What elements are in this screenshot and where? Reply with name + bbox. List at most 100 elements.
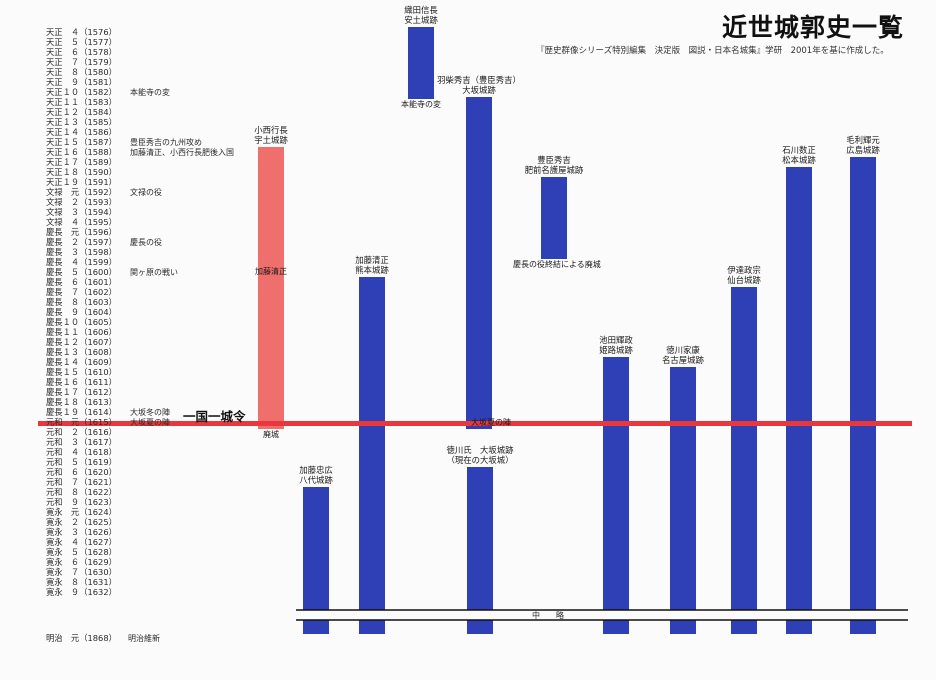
era-year-label: 慶長 ６（1601） — [46, 277, 117, 287]
castle-bar[interactable] — [731, 287, 757, 634]
era-year-label: 天正１３（1585） — [46, 117, 117, 127]
castle-bar[interactable] — [408, 27, 434, 99]
era-year-label: 慶長１７（1612） — [46, 387, 117, 397]
era-year-label: 天正１５（1587） — [46, 137, 117, 147]
era-year-label: 天正 ９（1581） — [46, 77, 117, 87]
bar-label-owner: 豊臣秀吉 — [537, 155, 571, 165]
break-label: 中 略 — [532, 610, 564, 620]
bar-label-castle: 仙台城跡 — [727, 275, 761, 285]
event-label: 文禄の役 — [130, 187, 162, 197]
event-label: 大坂冬の陣 — [130, 407, 170, 417]
bar-label-owner: 羽柴秀吉（豊臣秀吉） — [437, 75, 521, 85]
event-label: 加藤清正、小西行長肥後入国 — [130, 147, 234, 157]
castle-bar[interactable] — [467, 467, 493, 634]
bar-label-owner: 徳川家康 — [666, 345, 700, 355]
era-year-label: 元和 ９（1623） — [46, 497, 117, 507]
era-year-label: 天正１９（1591） — [46, 177, 117, 187]
event-label: 明治維新 — [128, 633, 160, 643]
era-year-label: 慶長 ４（1599） — [46, 257, 117, 267]
era-year-label: 慶長１０（1605） — [46, 317, 117, 327]
bar-label-castle: 宇土城跡 — [254, 135, 288, 145]
era-year-label: 天正 ７（1579） — [46, 57, 117, 67]
bar-label-owner: 小西行長 — [254, 125, 288, 135]
castle-bar[interactable] — [359, 277, 385, 634]
castle-bar[interactable] — [670, 367, 696, 634]
bar-label-owner: 加藤忠広 — [299, 465, 333, 475]
bar-end-note: 慶長の役終結による廃城 — [513, 259, 601, 269]
page-title: 近世城郭史一覧 — [722, 13, 905, 42]
edict-line — [38, 421, 912, 426]
era-year-label: 天正１０（1582） — [46, 87, 117, 97]
era-year-label: 天正１１（1583） — [46, 97, 117, 107]
era-year-label: 天正 ８（1580） — [46, 67, 117, 77]
bar-label-castle: 広島城跡 — [846, 145, 880, 155]
bar-label-castle: 熊本城跡 — [355, 265, 389, 275]
bar-label-owner: 池田輝政 — [599, 335, 633, 345]
castle-bar[interactable] — [258, 147, 284, 429]
bar-label-castle: 安土城跡 — [404, 15, 438, 25]
era-year-label: 寛永 ７（1630） — [46, 567, 117, 577]
era-year-label: 慶長１６（1611） — [46, 377, 117, 387]
era-year-label: 慶長１２（1607） — [46, 337, 117, 347]
bar-label-castle: 八代城跡 — [299, 475, 333, 485]
era-year-label: 慶長 元（1596） — [46, 227, 117, 237]
bar-label-owner: 毛利輝元 — [846, 135, 880, 145]
era-year-label: 慶長１３（1608） — [46, 347, 117, 357]
era-year-label: 寛永 ２（1625） — [46, 517, 117, 527]
event-label: 豊臣秀吉の九州攻め — [130, 137, 202, 147]
castle-bar[interactable] — [786, 167, 812, 634]
bar-end-note: 本能寺の変 — [401, 99, 441, 109]
era-year-label: 元和 ８（1622） — [46, 487, 117, 497]
era-year-label: 天正１８（1590） — [46, 167, 117, 177]
era-year-label: 慶長 ５（1600） — [46, 267, 117, 277]
era-year-label: 寛永 ６（1629） — [46, 557, 117, 567]
bar-label-owner: 加藤清正 — [355, 255, 389, 265]
castle-bar[interactable] — [541, 177, 567, 259]
era-year-label: 元和 ２（1616） — [46, 427, 117, 437]
bar-end-note: 大坂夏の陣 — [471, 417, 511, 427]
bar-label-castle: 肥前名護屋城跡 — [525, 165, 584, 175]
era-year-label: 寛永 ９（1632） — [46, 587, 117, 597]
era-year-label: 元和 ４（1618） — [46, 447, 117, 457]
era-year-label: 元和 ５（1619） — [46, 457, 117, 467]
era-year-label: 慶長 ７（1602） — [46, 287, 117, 297]
era-year-label: 文禄 ２（1593） — [46, 197, 117, 207]
era-year-label: 寛永 ３（1626） — [46, 527, 117, 537]
era-year-label: 元和 ６（1620） — [46, 467, 117, 477]
castle-bar[interactable] — [850, 157, 876, 634]
era-year-label: 寛永 ５（1628） — [46, 547, 117, 557]
event-label: 大坂夏の陣 — [130, 417, 170, 427]
era-year-label: 元和 元（1615） — [46, 417, 117, 427]
era-year-label: 天正１２（1584） — [46, 107, 117, 117]
era-year-label: 慶長 ９（1604） — [46, 307, 117, 317]
era-year-label: 天正 ６（1578） — [46, 47, 117, 57]
bar-label-castle: 姫路城跡 — [599, 345, 633, 355]
castle-bar[interactable] — [466, 97, 492, 429]
era-year-label: 慶長１５（1610） — [46, 367, 117, 377]
era-year-label: 天正１４（1586） — [46, 127, 117, 137]
castle-bar[interactable] — [603, 357, 629, 634]
edict-label: 一国一城令 — [183, 409, 246, 424]
era-year-label: 慶長 ２（1597） — [46, 237, 117, 247]
era-year-label: 元和 ３（1617） — [46, 437, 117, 447]
event-label: 関ヶ原の戦い — [130, 267, 178, 277]
bar-label-castle: 松本城跡 — [782, 155, 816, 165]
era-year-label: 慶長 ８（1603） — [46, 297, 117, 307]
era-year-label: 慶長１９（1614） — [46, 407, 117, 417]
bar-label-castle: 名古屋城跡 — [662, 355, 704, 365]
era-year-label: 慶長１８（1613） — [46, 397, 117, 407]
bar-label-owner: 石川数正 — [782, 145, 816, 155]
era-year-label: 天正 ５（1577） — [46, 37, 117, 47]
bar-label-castle: 大坂城跡 — [462, 85, 496, 95]
bar-label-castle: （現在の大坂城） — [447, 455, 514, 465]
era-year-label: 寛永 元（1624） — [46, 507, 117, 517]
era-year-label: 慶長１１（1606） — [46, 327, 117, 337]
event-label: 本能寺の変 — [130, 87, 170, 97]
era-year-label: 慶長 ３（1598） — [46, 247, 117, 257]
bar-end-note: 廃城 — [263, 429, 279, 439]
break-band — [296, 610, 908, 620]
source-note: 『歴史群像シリーズ特別編集 決定版 図説・日本名城集』学研 2001年を基に作成… — [536, 46, 889, 56]
era-year-label: 天正 ４（1576） — [46, 27, 117, 37]
event-label: 慶長の役 — [130, 237, 162, 247]
